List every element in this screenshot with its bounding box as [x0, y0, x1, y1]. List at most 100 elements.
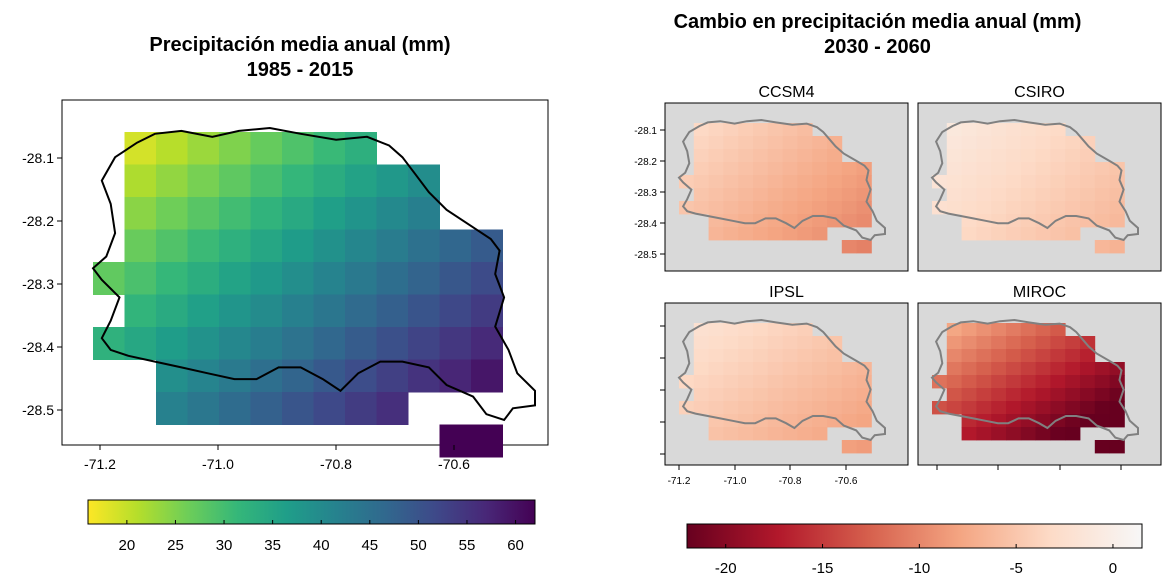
grid-cell	[708, 375, 724, 389]
grid-cell	[1006, 427, 1022, 441]
grid-cell	[187, 327, 220, 360]
grid-cell	[782, 162, 798, 176]
panel-label: IPSL	[769, 284, 804, 301]
grid-cell	[932, 175, 948, 189]
grid-cell	[797, 401, 813, 415]
colorbar-tick-label: 25	[167, 537, 184, 554]
grid-cell	[976, 201, 992, 215]
grid-cell	[250, 359, 283, 393]
grid-cell	[827, 162, 843, 176]
grid-cell	[708, 123, 724, 137]
grid-cell	[767, 349, 783, 363]
grid-cell	[827, 214, 843, 228]
right-maps-title-line2: 2030 - 2060	[824, 36, 931, 58]
region-outline	[677, 118, 886, 242]
grid-cell	[250, 132, 283, 165]
grid-cell	[841, 175, 857, 189]
grid-cell	[1080, 401, 1096, 415]
grid-cell	[708, 136, 724, 150]
grid-cell	[767, 375, 783, 389]
region-outline	[930, 118, 1139, 242]
right-colorbar	[686, 523, 1143, 549]
grid-cell	[693, 375, 709, 389]
grid-cell	[345, 359, 377, 393]
grid-cell	[723, 362, 739, 376]
y-tick-label: -28.5	[634, 250, 657, 261]
grid-cell	[991, 349, 1007, 363]
right-maps-title-line1: Cambio en precipitación media anual (mm)	[673, 11, 1082, 33]
x-tick-label: -71.2	[84, 456, 116, 472]
grid-cell	[797, 201, 813, 215]
grid-cell	[767, 175, 783, 189]
grid-cell	[1094, 162, 1110, 176]
grid-cell	[708, 336, 724, 350]
grid-cell	[156, 262, 188, 295]
grid-cell	[282, 294, 314, 328]
grid-cell	[1109, 162, 1125, 176]
grid-cell	[156, 392, 188, 425]
grid-cell	[1065, 214, 1081, 228]
y-tick-label: -28.4	[22, 339, 54, 355]
grid-cell	[738, 227, 754, 241]
grid-cell	[738, 162, 754, 176]
grid-cell	[282, 262, 314, 295]
grid-cell	[827, 201, 843, 215]
grid-cell	[946, 362, 962, 376]
grid-cell	[693, 388, 709, 402]
grid-cell	[1080, 201, 1096, 215]
grid-cell	[812, 175, 828, 189]
grid-cell	[856, 240, 872, 254]
grid-cell	[841, 214, 857, 228]
grid-cell	[219, 197, 251, 230]
grid-cell	[723, 401, 739, 415]
grid-cell	[124, 327, 157, 360]
grid-cell	[693, 188, 709, 202]
grid-cell	[1094, 388, 1110, 402]
grid-cell	[738, 414, 754, 428]
grid-cell	[219, 164, 251, 198]
grid-cell	[1006, 227, 1022, 241]
grid-cell	[753, 136, 769, 150]
grid-cell	[1020, 175, 1036, 189]
grid-cell	[932, 401, 948, 415]
grid-cell	[753, 323, 769, 337]
grid-cell	[1080, 388, 1096, 402]
grid-cell	[219, 229, 251, 263]
grid-cell	[693, 201, 709, 215]
grid-cell	[1094, 375, 1110, 389]
grid-cell	[693, 401, 709, 415]
grid-cell	[976, 401, 992, 415]
grid-cell	[1109, 240, 1125, 254]
grid-cell	[946, 375, 962, 389]
y-tick-label: -28.2	[22, 213, 54, 229]
grid-cell	[767, 162, 783, 176]
grid-cell	[827, 188, 843, 202]
grid-cell	[991, 375, 1007, 389]
grid-cell	[991, 388, 1007, 402]
grid-cell	[991, 201, 1007, 215]
grid-cell	[723, 149, 739, 163]
grid-cell	[961, 149, 977, 163]
grid-cell	[282, 392, 314, 425]
grid-cell	[961, 188, 977, 202]
grid-cell	[1020, 427, 1036, 441]
grid-cell	[376, 359, 409, 393]
grid-cell	[1035, 427, 1051, 441]
grid-cell	[961, 375, 977, 389]
grid-cell	[1035, 401, 1051, 415]
grid-cell	[1065, 414, 1081, 428]
grid-cell	[250, 197, 283, 230]
grid-cell	[976, 323, 992, 337]
grid-cell	[439, 229, 472, 263]
grid-cell	[1020, 388, 1036, 402]
grid-cell	[1080, 188, 1096, 202]
grid-cell	[1080, 175, 1096, 189]
colorbar-tick-label: 0	[1109, 560, 1117, 577]
x-tick-label: -71.0	[724, 476, 747, 487]
grid-cell	[345, 164, 377, 198]
grid-cell	[187, 359, 220, 393]
grid-cell	[723, 427, 739, 441]
grid-cell	[753, 375, 769, 389]
grid-cell	[782, 388, 798, 402]
